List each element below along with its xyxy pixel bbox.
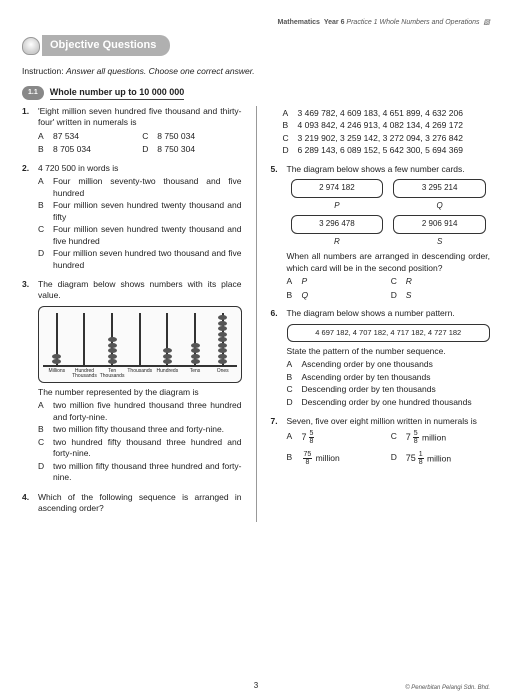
- pattern-box: 4 697 182, 4 707 182, 4 717 182, 4 727 1…: [287, 324, 491, 342]
- question-6: 6. The diagram below shows a number patt…: [271, 308, 491, 409]
- left-column: 1. 'Eight million seven hundred five tho…: [22, 106, 242, 522]
- question-7: 7. Seven, five over eight million writte…: [271, 416, 491, 465]
- question-4: 4. Which of the following sequence is ar…: [22, 492, 242, 515]
- page-header: Mathematics Year 6 Practice 1 Whole Numb…: [22, 18, 490, 27]
- question-5: 5. The diagram below shows a few number …: [271, 164, 491, 302]
- bulb-icon: [22, 37, 40, 55]
- instruction: Instruction: Answer all questions. Choos…: [22, 66, 490, 77]
- question-3: 3. The diagram below shows numbers with …: [22, 279, 242, 485]
- section-number: 1.1: [22, 86, 44, 99]
- right-column: A3 469 782, 4 609 183, 4 651 899, 4 632 …: [271, 106, 491, 522]
- question-2: 2. 4 720 500 in words is AFour million s…: [22, 163, 242, 272]
- objective-banner: Objective Questions: [22, 35, 170, 56]
- question-1: 1. 'Eight million seven hundred five tho…: [22, 106, 242, 156]
- copyright: © Penerbitan Pelangi Sdn. Bhd.: [405, 684, 490, 692]
- section-header: 1.1 Whole number up to 10 000 000: [22, 86, 490, 100]
- number-cards: 2 974 182 3 295 214 P Q 3 296 478 2 906 …: [291, 179, 487, 247]
- abacus-diagram: MillionsHundred ThousandsTen ThousandsTh…: [38, 306, 242, 383]
